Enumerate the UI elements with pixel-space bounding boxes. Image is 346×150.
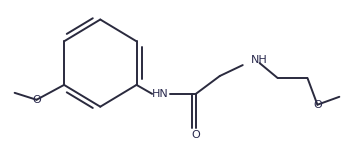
Text: O: O (192, 130, 200, 140)
Text: O: O (32, 95, 41, 105)
Text: NH: NH (251, 55, 267, 65)
Text: HN: HN (152, 89, 169, 99)
Text: O: O (313, 100, 322, 110)
